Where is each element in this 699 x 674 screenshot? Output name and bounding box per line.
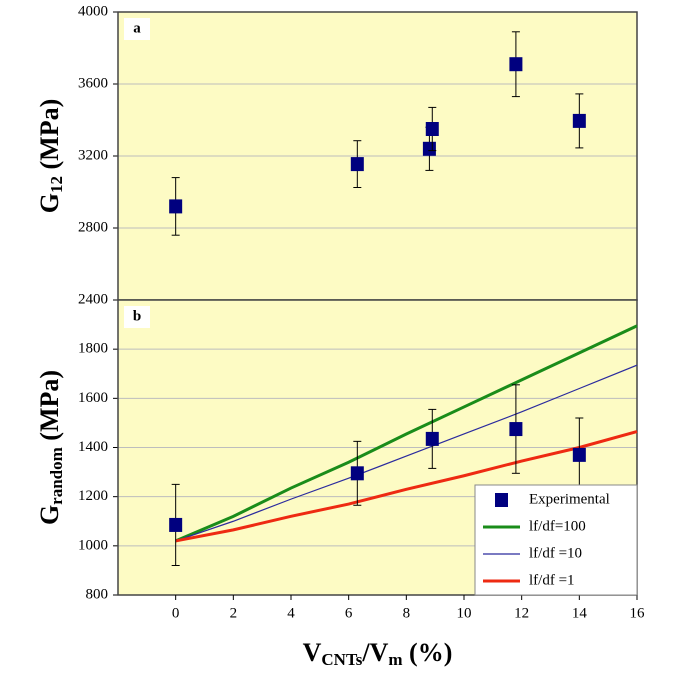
- x-tick-label: 0: [172, 605, 180, 621]
- legend-label: lf/df =10: [529, 545, 582, 561]
- x-label-sub: CNTs: [321, 650, 362, 669]
- x-label-mid: /V: [361, 638, 388, 667]
- marker: [422, 141, 436, 156]
- panel-label: a: [133, 20, 141, 36]
- y-axis-label: G12 (MPa): [35, 99, 66, 213]
- x-tick-label: 16: [630, 605, 646, 621]
- panel-label: b: [133, 308, 141, 324]
- legend-label: lf/df=100: [529, 518, 586, 534]
- legend-label: lf/df =1: [529, 572, 575, 588]
- marker: [572, 113, 586, 128]
- legend-label: Experimental: [529, 491, 610, 507]
- x-tick-label: 10: [457, 605, 472, 621]
- series-line: [175, 364, 638, 542]
- y-tick-label: 2400: [78, 291, 108, 307]
- y-tick-label: 1400: [78, 439, 108, 455]
- x-label-rest: (%): [403, 638, 453, 667]
- y-label-sub: random: [47, 447, 66, 505]
- marker: [169, 199, 183, 214]
- y-tick-label: 4000: [78, 3, 108, 19]
- x-tick-label: 2: [230, 605, 238, 621]
- x-label-main: V: [303, 638, 322, 667]
- y-label-main: G: [35, 193, 64, 213]
- x-axis-label: VCNTs/Vm (%): [303, 638, 453, 669]
- legend-marker: [495, 493, 508, 507]
- series-line: [175, 324, 638, 543]
- y-tick-label: 3600: [78, 75, 108, 91]
- marker: [425, 122, 439, 136]
- y-tick-label: 800: [86, 586, 109, 602]
- marker: [572, 447, 586, 462]
- series-line: [175, 430, 638, 543]
- x-tick-label: 8: [403, 605, 411, 621]
- x-tick-label: 14: [572, 605, 588, 621]
- y-label-rest: (MPa): [35, 370, 64, 447]
- y-tick-label: 1800: [78, 341, 108, 357]
- marker: [425, 431, 439, 446]
- panel-label-bg: [124, 306, 150, 328]
- x-tick-label: 12: [514, 605, 529, 621]
- marker: [350, 157, 364, 172]
- panel-label-bg: [124, 18, 150, 40]
- y-label-rest: (MPa): [35, 99, 64, 176]
- marker: [169, 517, 183, 532]
- y-tick-label: 1000: [78, 537, 108, 553]
- y-tick-label: 2800: [78, 219, 108, 235]
- y-tick-label: 1600: [78, 390, 108, 406]
- marker: [509, 57, 523, 72]
- plot-frame: [117, 299, 638, 596]
- y-tick-label: 1200: [78, 488, 108, 504]
- y-tick-label: 3200: [78, 147, 108, 163]
- x-tick-label: 4: [287, 605, 295, 621]
- marker: [509, 422, 523, 437]
- marker: [350, 466, 364, 481]
- x-label-sub2: m: [388, 650, 402, 669]
- y-axis-label: Grandom (MPa): [35, 370, 66, 525]
- y-label-main: G: [35, 505, 64, 525]
- x-tick-label: 6: [345, 605, 353, 621]
- y-label-sub: 12: [47, 176, 66, 193]
